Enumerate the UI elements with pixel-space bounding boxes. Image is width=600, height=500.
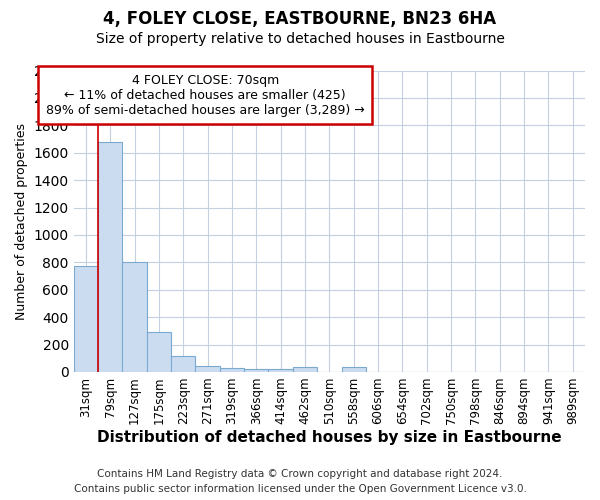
- Bar: [341, 367, 366, 372]
- X-axis label: Distribution of detached houses by size in Eastbourne: Distribution of detached houses by size …: [97, 430, 562, 445]
- Text: Contains HM Land Registry data © Crown copyright and database right 2024.
Contai: Contains HM Land Registry data © Crown c…: [74, 469, 526, 494]
- Text: Size of property relative to detached houses in Eastbourne: Size of property relative to detached ho…: [95, 32, 505, 46]
- Y-axis label: Number of detached properties: Number of detached properties: [15, 122, 28, 320]
- Bar: [268, 369, 293, 372]
- Bar: [122, 262, 147, 372]
- Text: 4 FOLEY CLOSE: 70sqm
← 11% of detached houses are smaller (425)
89% of semi-deta: 4 FOLEY CLOSE: 70sqm ← 11% of detached h…: [46, 74, 365, 117]
- Bar: [98, 142, 122, 372]
- Bar: [74, 266, 98, 372]
- Bar: [147, 332, 171, 372]
- Bar: [244, 368, 268, 372]
- Bar: [171, 356, 196, 372]
- Bar: [196, 366, 220, 372]
- Bar: [220, 368, 244, 372]
- Text: 4, FOLEY CLOSE, EASTBOURNE, BN23 6HA: 4, FOLEY CLOSE, EASTBOURNE, BN23 6HA: [103, 10, 497, 28]
- Bar: [293, 367, 317, 372]
